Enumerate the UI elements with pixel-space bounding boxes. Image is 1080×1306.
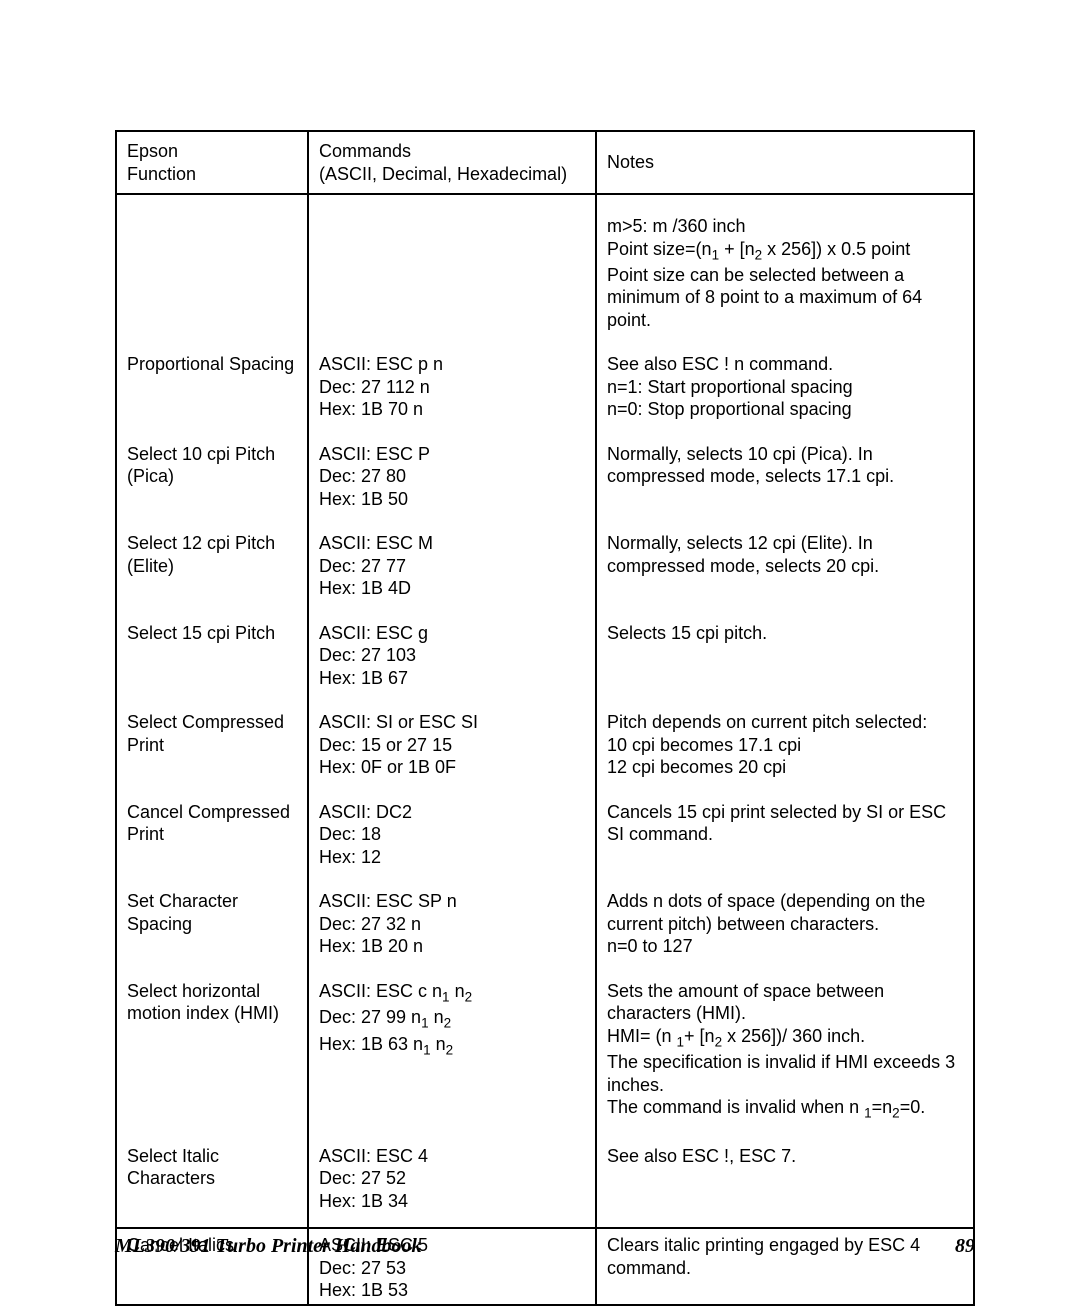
cell-notes: Cancels 15 cpi print selected by SI or E… <box>596 783 974 873</box>
cell-function: Proportional Spacing <box>116 335 308 425</box>
command-line: Hex: 12 <box>319 846 585 869</box>
header-notes: Notes <box>596 131 974 194</box>
cell-function: Set Character Spacing <box>116 872 308 962</box>
cell-notes: See also ESC !, ESC 7. <box>596 1127 974 1217</box>
command-line: Dec: 27 53 <box>319 1257 585 1280</box>
command-line: ASCII: ESC SP n <box>319 890 585 913</box>
cell-commands: ASCII: ESC p nDec: 27 112 nHex: 1B 70 n <box>308 335 596 425</box>
table-row: Select Compressed PrintASCII: SI or ESC … <box>116 693 974 783</box>
cell-commands: ASCII: ESC 4Dec: 27 52Hex: 1B 34 <box>308 1127 596 1217</box>
cell-notes: m>5: m /360 inchPoint size=(n1 + [n2 x 2… <box>596 194 974 335</box>
table-row: Proportional SpacingASCII: ESC p nDec: 2… <box>116 335 974 425</box>
cell-notes: See also ESC ! n command.n=1: Start prop… <box>596 335 974 425</box>
command-line: Hex: 1B 63 n1 n2 <box>319 1033 585 1059</box>
command-line: Hex: 1B 34 <box>319 1190 585 1213</box>
cell-commands: ASCII: ESC gDec: 27 103Hex: 1B 67 <box>308 604 596 694</box>
command-line: Hex: 1B 50 <box>319 488 585 511</box>
command-line: Dec: 27 112 n <box>319 376 585 399</box>
command-line: ASCII: ESC p n <box>319 353 585 376</box>
cell-commands: ASCII: DC2Dec: 18Hex: 12 <box>308 783 596 873</box>
cell-commands: ASCII: ESC MDec: 27 77Hex: 1B 4D <box>308 514 596 604</box>
cell-notes: Sets the amount of space between charact… <box>596 962 974 1127</box>
command-line: ASCII: ESC c n1 n2 <box>319 980 585 1006</box>
cell-function: Select 12 cpi Pitch (Elite) <box>116 514 308 604</box>
command-line: Hex: 1B 70 n <box>319 398 585 421</box>
table-row: Select Italic CharactersASCII: ESC 4Dec:… <box>116 1127 974 1217</box>
cell-notes: Normally, selects 12 cpi (Elite). In com… <box>596 514 974 604</box>
command-line: ASCII: ESC g <box>319 622 585 645</box>
cell-notes: Normally, selects 10 cpi (Pica). In comp… <box>596 425 974 515</box>
command-line: ASCII: ESC M <box>319 532 585 555</box>
header-function-line2: Function <box>127 164 196 184</box>
command-line: Hex: 1B 67 <box>319 667 585 690</box>
cell-commands <box>308 194 596 335</box>
command-line: Dec: 27 52 <box>319 1167 585 1190</box>
cell-notes: Selects 15 cpi pitch. <box>596 604 974 694</box>
command-line: ASCII: DC2 <box>319 801 585 824</box>
cell-notes: Adds n dots of space (depending on the c… <box>596 872 974 962</box>
cell-commands: ASCII: ESC c n1 n2Dec: 27 99 n1 n2Hex: 1… <box>308 962 596 1127</box>
command-line: Hex: 1B 20 n <box>319 935 585 958</box>
command-line: Dec: 27 103 <box>319 644 585 667</box>
command-line: Dec: 15 or 27 15 <box>319 734 585 757</box>
command-reference-table: Epson Function Commands (ASCII, Decimal,… <box>115 130 975 1306</box>
table-row: Select 15 cpi PitchASCII: ESC gDec: 27 1… <box>116 604 974 694</box>
cell-function: Cancel Compressed Print <box>116 783 308 873</box>
command-line: ASCII: ESC P <box>319 443 585 466</box>
header-commands: Commands (ASCII, Decimal, Hexadecimal) <box>308 131 596 194</box>
table-header-row: Epson Function Commands (ASCII, Decimal,… <box>116 131 974 194</box>
cell-notes: Pitch depends on current pitch selected:… <box>596 693 974 783</box>
cell-function: Select Compressed Print <box>116 693 308 783</box>
header-commands-line2: (ASCII, Decimal, Hexadecimal) <box>319 164 567 184</box>
footer-page-number: 89 <box>955 1235 975 1258</box>
command-line: Dec: 27 77 <box>319 555 585 578</box>
footer-book-title: ML390/391 Turbo Printer Handbook <box>115 1235 422 1258</box>
command-line: Dec: 18 <box>319 823 585 846</box>
command-line: Dec: 27 80 <box>319 465 585 488</box>
cell-function: Select Italic Characters <box>116 1127 308 1217</box>
cell-function: Select horizontal motion index (HMI) <box>116 962 308 1127</box>
header-notes-text: Notes <box>607 152 654 172</box>
page-footer: ML390/391 Turbo Printer Handbook 89 <box>115 1227 975 1258</box>
command-line: Dec: 27 32 n <box>319 913 585 936</box>
header-function: Epson Function <box>116 131 308 194</box>
table-row: Select horizontal motion index (HMI)ASCI… <box>116 962 974 1127</box>
cell-function <box>116 194 308 335</box>
header-function-line1: Epson <box>127 141 178 161</box>
header-commands-line1: Commands <box>319 141 411 161</box>
cell-commands: ASCII: SI or ESC SIDec: 15 or 27 15Hex: … <box>308 693 596 783</box>
cell-function: Select 15 cpi Pitch <box>116 604 308 694</box>
table-row: Cancel Compressed PrintASCII: DC2Dec: 18… <box>116 783 974 873</box>
table-row: Set Character SpacingASCII: ESC SP nDec:… <box>116 872 974 962</box>
table-row: Select 12 cpi Pitch (Elite)ASCII: ESC MD… <box>116 514 974 604</box>
cell-commands: ASCII: ESC SP nDec: 27 32 nHex: 1B 20 n <box>308 872 596 962</box>
table-row: m>5: m /360 inchPoint size=(n1 + [n2 x 2… <box>116 194 974 335</box>
command-line: Dec: 27 99 n1 n2 <box>319 1006 585 1032</box>
command-line: Hex: 1B 53 <box>319 1279 585 1302</box>
command-line: Hex: 0F or 1B 0F <box>319 756 585 779</box>
command-line: ASCII: ESC 4 <box>319 1145 585 1168</box>
command-line: Hex: 1B 4D <box>319 577 585 600</box>
cell-function: Select 10 cpi Pitch (Pica) <box>116 425 308 515</box>
table-row: Select 10 cpi Pitch (Pica)ASCII: ESC PDe… <box>116 425 974 515</box>
cell-commands: ASCII: ESC PDec: 27 80Hex: 1B 50 <box>308 425 596 515</box>
command-line: ASCII: SI or ESC SI <box>319 711 585 734</box>
